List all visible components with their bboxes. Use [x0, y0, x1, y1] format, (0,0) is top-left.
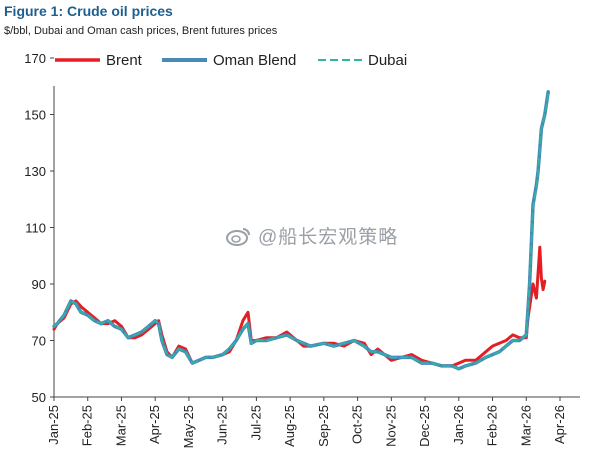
- x-tick-label: Dec-25: [417, 405, 432, 447]
- x-tick-label: Jan-25: [46, 405, 61, 445]
- x-tick-label: Apr-26: [552, 405, 567, 444]
- x-tick-label: Mar-26: [518, 405, 533, 446]
- watermark-text: @船长宏观策略: [258, 227, 399, 248]
- x-tick-label: Sep-25: [316, 405, 331, 447]
- x-tick-label: Oct-25: [350, 405, 365, 444]
- series-line-brent: [52, 245, 547, 368]
- legend-label-brent: Brent: [106, 52, 143, 69]
- legend: Brent Oman Blend Dubai: [55, 52, 407, 69]
- watermark: @船长宏观策略: [226, 222, 398, 249]
- weibo-icon: [226, 227, 250, 246]
- legend-label-oman-blend: Oman Blend: [213, 52, 296, 69]
- legend-label-dubai: Dubai: [368, 52, 407, 69]
- y-tick-label: 170: [24, 51, 46, 66]
- series-line-dubai: [53, 93, 550, 370]
- x-tick-label: Nov-25: [383, 405, 398, 447]
- x-tick-label: Aug-25: [282, 405, 297, 447]
- x-tick-label: May-25: [181, 405, 196, 448]
- y-tick-label: 150: [24, 108, 46, 123]
- chart-subtitle: $/bbl, Dubai and Oman cash prices, Brent…: [4, 25, 278, 37]
- axes: 50 70 90 110 130 150 170 Jan-25 Feb-25 Mar-25 Apr-…: [24, 51, 580, 448]
- x-tick-label: Jun-25: [215, 405, 230, 445]
- x-tick-label: Jan-26: [451, 405, 466, 445]
- x-tick-label: Mar-25: [113, 405, 128, 446]
- x-tick-label: Feb-25: [80, 405, 95, 446]
- y-tick-label: 110: [25, 221, 46, 236]
- x-tick-label: Feb-26: [485, 405, 500, 446]
- chart-title: Figure 1: Crude oil prices: [4, 3, 173, 19]
- y-tick-label: 90: [32, 277, 46, 292]
- y-tick-label: 70: [32, 334, 46, 349]
- y-tick-label: 50: [32, 390, 46, 405]
- series-group: [52, 90, 550, 371]
- y-tick-label: 130: [24, 164, 46, 179]
- x-tick-label: Jul-25: [248, 405, 263, 440]
- x-tick-label: Apr-25: [147, 405, 162, 444]
